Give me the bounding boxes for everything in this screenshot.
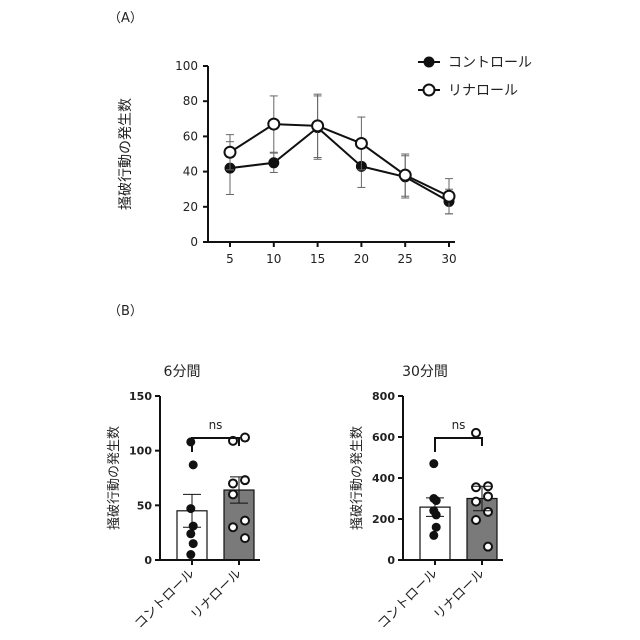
x-tick-label: リナロール [188,566,245,623]
y-tick-label: 100 [129,445,152,458]
individual-point [240,475,250,486]
y-axis-label: 掻破行動の発生数 [107,426,122,530]
y-tick-label: 100 [175,59,198,73]
individual-point [188,460,198,470]
data-point [223,145,237,159]
significance-bracket [191,437,240,452]
significance-label: ns [209,418,223,432]
individual-point [471,427,481,438]
data-point [398,168,412,182]
individual-point [186,529,196,539]
x-tick-label: 30 [441,252,456,266]
x-tick-label: リナロール [431,566,488,623]
x-tick-label: コントロール [375,566,441,632]
y-tick-label: 400 [372,472,395,485]
series-line-linalool [229,123,450,198]
x-tick-label: 25 [398,252,413,266]
legend-marker [423,56,435,68]
legend-marker [422,83,436,97]
individual-point [240,432,250,443]
individual-point [471,482,481,493]
y-tick-label: 50 [137,499,153,512]
data-point [354,136,368,150]
individual-point [429,494,439,503]
y-tick-label: 0 [144,554,152,567]
individual-point [429,459,439,469]
individual-point [240,533,250,544]
significance-label: ns [452,418,466,432]
individual-point [483,541,493,552]
data-point [311,119,325,133]
y-tick-label: 60 [183,129,198,143]
individual-point [228,478,238,489]
y-axis-label: 掻破行動の発生数 [118,98,134,210]
individual-point [471,496,481,507]
y-tick-label: 20 [183,200,198,214]
y-tick-label: 40 [183,165,198,179]
significance-bracket [434,437,483,452]
individual-point [483,491,493,502]
individual-point [186,504,196,514]
series-line-control [229,126,450,203]
legend-label: リナロール [448,83,518,99]
individual-point [240,515,250,526]
individual-point [186,550,196,560]
individual-point [186,437,196,447]
y-tick-label: 600 [372,431,395,444]
x-tick-label: 5 [226,252,234,266]
panel-label-a: （A） [108,11,143,26]
individual-point [431,522,441,532]
individual-point [483,506,493,517]
y-tick-label: 800 [372,390,395,403]
y-tick-label: 80 [183,94,198,108]
individual-point [471,515,481,526]
x-tick-label: コントロール [132,566,198,632]
x-tick-label: 10 [266,252,281,266]
x-tick-label: 15 [310,252,325,266]
y-tick-label: 200 [372,513,395,526]
chart-6min-title: 6分間 [164,364,201,380]
x-tick-label: 20 [354,252,369,266]
data-point [442,189,456,203]
data-point [267,117,281,131]
individual-point [429,530,439,540]
individual-point [228,522,238,533]
y-tick-label: 0 [190,235,198,249]
y-tick-label: 150 [129,390,152,403]
y-tick-label: 0 [387,554,395,567]
individual-point [188,539,198,549]
individual-point [429,506,439,516]
chart-30min-title: 30分間 [402,364,448,380]
panel-label-b: （B） [108,304,143,319]
individual-point [228,489,238,500]
individual-point [188,521,198,531]
y-axis-label: 掻破行動の発生数 [350,426,365,530]
data-point [268,157,280,169]
legend-label: コントロール [448,55,532,71]
